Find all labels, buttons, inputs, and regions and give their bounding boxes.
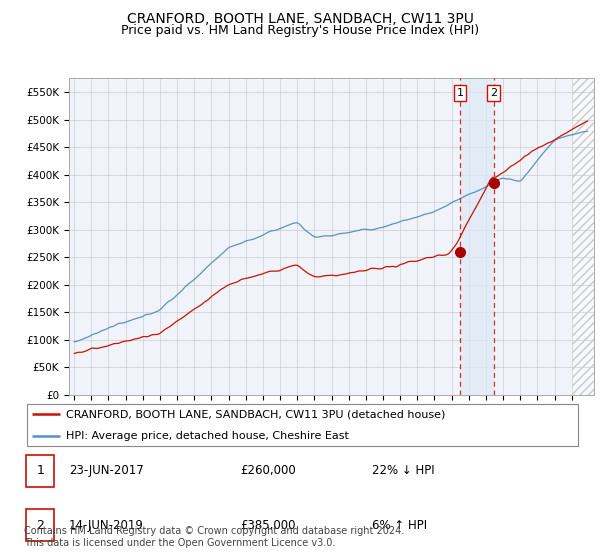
FancyBboxPatch shape — [26, 455, 54, 487]
Text: HPI: Average price, detached house, Cheshire East: HPI: Average price, detached house, Ches… — [66, 431, 349, 441]
Text: £260,000: £260,000 — [240, 464, 296, 478]
Text: 2: 2 — [37, 519, 44, 532]
Text: Contains HM Land Registry data © Crown copyright and database right 2024.
This d: Contains HM Land Registry data © Crown c… — [24, 526, 404, 548]
Text: CRANFORD, BOOTH LANE, SANDBACH, CW11 3PU (detached house): CRANFORD, BOOTH LANE, SANDBACH, CW11 3PU… — [66, 409, 445, 419]
Text: £385,000: £385,000 — [240, 519, 296, 532]
Text: CRANFORD, BOOTH LANE, SANDBACH, CW11 3PU: CRANFORD, BOOTH LANE, SANDBACH, CW11 3PU — [127, 12, 473, 26]
FancyBboxPatch shape — [26, 509, 54, 542]
Text: 22% ↓ HPI: 22% ↓ HPI — [372, 464, 434, 478]
FancyBboxPatch shape — [27, 404, 578, 446]
Bar — [460, 78, 494, 395]
Bar — [572, 78, 594, 395]
Text: 14-JUN-2019: 14-JUN-2019 — [69, 519, 144, 532]
Text: 2: 2 — [490, 88, 497, 98]
Text: 6% ↑ HPI: 6% ↑ HPI — [372, 519, 427, 532]
Text: 1: 1 — [457, 88, 463, 98]
Text: Price paid vs. HM Land Registry's House Price Index (HPI): Price paid vs. HM Land Registry's House … — [121, 24, 479, 36]
Text: 1: 1 — [37, 464, 44, 478]
Text: 23-JUN-2017: 23-JUN-2017 — [69, 464, 144, 478]
